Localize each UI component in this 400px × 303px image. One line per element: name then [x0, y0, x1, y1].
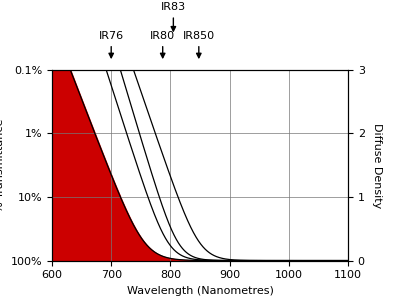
Text: IR76: IR76	[99, 31, 124, 58]
Y-axis label: Diffuse Density: Diffuse Density	[372, 122, 382, 208]
Text: IR850: IR850	[183, 31, 215, 58]
Text: IR80: IR80	[150, 31, 175, 58]
Text: IR83: IR83	[161, 2, 186, 31]
X-axis label: Wavelength (Nanometres): Wavelength (Nanometres)	[126, 286, 274, 296]
Y-axis label: % Transmittance: % Transmittance	[0, 118, 5, 212]
